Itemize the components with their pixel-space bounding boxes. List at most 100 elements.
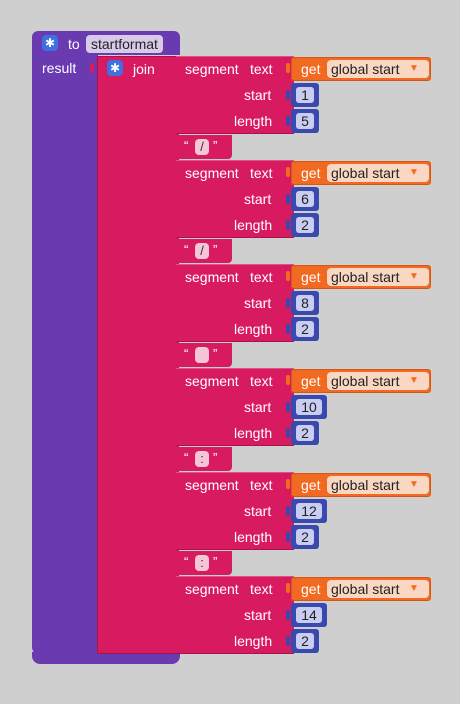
length-label: length xyxy=(234,529,273,545)
segment-block[interactable] xyxy=(176,368,294,446)
length-value[interactable]: 2 xyxy=(296,425,314,441)
number-connector xyxy=(286,610,290,620)
caret-down-icon[interactable]: ▼ xyxy=(409,63,419,74)
number-connector xyxy=(286,636,290,646)
caret-down-icon[interactable]: ▼ xyxy=(409,479,419,490)
get-connector xyxy=(286,271,290,281)
caret-down-icon[interactable]: ▼ xyxy=(409,167,419,178)
length-label: length xyxy=(234,113,273,129)
start-label: start xyxy=(244,607,272,623)
quote-close-icon: ” xyxy=(213,346,218,361)
text-label: text xyxy=(250,477,273,493)
get-connector xyxy=(286,479,290,489)
start-value[interactable]: 1 xyxy=(296,87,314,103)
segment-connector xyxy=(170,63,174,73)
start-label: start xyxy=(244,399,272,415)
quote-close-icon: ” xyxy=(213,450,218,465)
caret-down-icon[interactable]: ▼ xyxy=(409,375,419,386)
get-keyword: get xyxy=(301,165,321,181)
join-label: join xyxy=(133,61,155,77)
number-connector xyxy=(286,324,290,334)
length-label: length xyxy=(234,425,273,441)
segment-connector xyxy=(170,583,174,593)
quote-open-icon: “ xyxy=(184,450,189,465)
caret-down-icon[interactable]: ▼ xyxy=(409,583,419,594)
number-connector xyxy=(286,532,290,542)
length-value[interactable]: 2 xyxy=(296,217,314,233)
separator-value[interactable]: : xyxy=(195,555,209,571)
separator-value[interactable] xyxy=(195,347,209,363)
segment-connector xyxy=(170,271,174,281)
procedure-name-field[interactable]: startformat xyxy=(86,35,163,53)
caret-down-icon[interactable]: ▼ xyxy=(409,271,419,282)
number-connector xyxy=(286,298,290,308)
quote-close-icon: ” xyxy=(213,242,218,257)
number-connector xyxy=(286,90,290,100)
segment-block[interactable] xyxy=(176,160,294,238)
quote-open-icon: “ xyxy=(184,346,189,361)
text-connector xyxy=(170,350,174,360)
length-value[interactable]: 5 xyxy=(296,113,314,129)
length-value[interactable]: 2 xyxy=(296,633,314,649)
text-label: text xyxy=(250,373,273,389)
text-connector xyxy=(170,558,174,568)
start-value[interactable]: 14 xyxy=(296,607,322,623)
quote-open-icon: “ xyxy=(184,242,189,257)
segment-label: segment xyxy=(185,581,239,597)
text-label: text xyxy=(250,61,273,77)
get-keyword: get xyxy=(301,477,321,493)
join-gear-icon[interactable]: ✱ xyxy=(107,60,123,76)
separator-value[interactable]: / xyxy=(195,139,209,155)
number-connector xyxy=(286,402,290,412)
start-label: start xyxy=(244,87,272,103)
start-value[interactable]: 6 xyxy=(296,191,314,207)
length-label: length xyxy=(234,633,273,649)
variable-dropdown[interactable]: global start xyxy=(327,164,429,182)
get-keyword: get xyxy=(301,581,321,597)
text-label: text xyxy=(250,165,273,181)
number-connector xyxy=(286,220,290,230)
segment-label: segment xyxy=(185,477,239,493)
get-connector xyxy=(286,63,290,73)
text-connector xyxy=(170,246,174,256)
start-value[interactable]: 10 xyxy=(296,399,322,415)
join-connector xyxy=(90,63,94,73)
text-label: text xyxy=(250,581,273,597)
segment-connector xyxy=(170,479,174,489)
segment-block[interactable] xyxy=(176,56,294,134)
start-value[interactable]: 12 xyxy=(296,503,322,519)
segment-label: segment xyxy=(185,165,239,181)
procedure-gear-icon[interactable]: ✱ xyxy=(42,35,58,51)
start-value[interactable]: 8 xyxy=(296,295,314,311)
start-label: start xyxy=(244,295,272,311)
variable-dropdown[interactable]: global start xyxy=(327,372,429,390)
segment-label: segment xyxy=(185,269,239,285)
variable-dropdown[interactable]: global start xyxy=(327,60,429,78)
segment-block[interactable] xyxy=(176,264,294,342)
length-value[interactable]: 2 xyxy=(296,321,314,337)
variable-dropdown[interactable]: global start xyxy=(327,580,429,598)
get-keyword: get xyxy=(301,373,321,389)
segment-block[interactable] xyxy=(176,576,294,654)
variable-dropdown[interactable]: global start xyxy=(327,476,429,494)
get-connector xyxy=(286,583,290,593)
text-label: text xyxy=(250,269,273,285)
quote-close-icon: ” xyxy=(213,554,218,569)
segment-label: segment xyxy=(185,61,239,77)
segment-connector xyxy=(170,167,174,177)
get-keyword: get xyxy=(301,269,321,285)
start-label: start xyxy=(244,503,272,519)
length-label: length xyxy=(234,217,273,233)
quote-open-icon: “ xyxy=(184,554,189,569)
get-keyword: get xyxy=(301,61,321,77)
segment-block[interactable] xyxy=(176,472,294,550)
result-label: result xyxy=(42,60,77,76)
variable-dropdown[interactable]: global start xyxy=(327,268,429,286)
join-block[interactable] xyxy=(97,56,179,654)
separator-value[interactable]: / xyxy=(195,243,209,259)
segment-connector xyxy=(170,375,174,385)
quote-close-icon: ” xyxy=(213,138,218,153)
number-connector xyxy=(286,428,290,438)
separator-value[interactable]: : xyxy=(195,451,209,467)
length-value[interactable]: 2 xyxy=(296,529,314,545)
